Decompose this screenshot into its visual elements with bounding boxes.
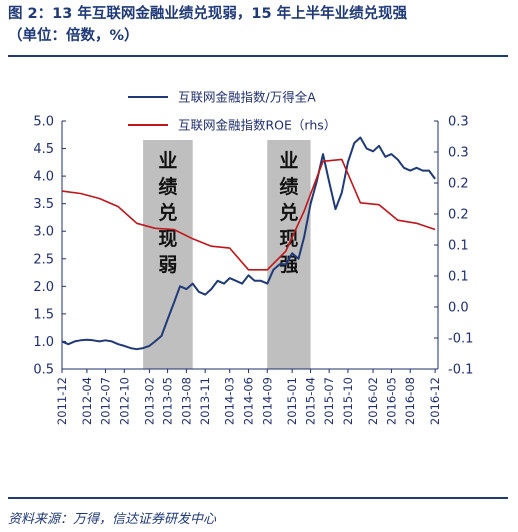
- shade-label-char: 现: [158, 228, 177, 250]
- x-tick-label: 2013-05: [161, 377, 175, 425]
- shade-label-char: 业: [158, 150, 177, 172]
- x-tick-label: 2012-10: [117, 377, 131, 425]
- y-tick-label-right: -0.1: [448, 363, 473, 378]
- y-tick-label-right: -0.1: [448, 332, 473, 347]
- legend-label-index-ratio: 互联网金融指数/万得全A: [178, 90, 316, 105]
- x-tick-label: 2015-04: [304, 377, 318, 425]
- shade-label-char: 绩: [279, 175, 298, 198]
- series-line-index-ratio: [61, 136, 436, 351]
- x-tick-label: 2013-11: [198, 377, 212, 425]
- top-divider: [8, 55, 508, 57]
- y-tick-label-left: 2.0: [33, 280, 54, 295]
- y-tick-label-right: 0.2: [448, 208, 469, 223]
- y-tick-label-left: 2.5: [33, 252, 54, 267]
- x-tick-label: 2015-07: [322, 377, 336, 425]
- y-tick-label-right: 0.0: [448, 301, 469, 316]
- y-tick-label-left: 3.0: [33, 225, 54, 240]
- shade-label-char: 兑: [279, 201, 298, 224]
- chart-canvas: 业绩兑现弱业绩兑现强0.51.01.52.02.53.03.54.04.55.0…: [33, 90, 473, 426]
- x-tick-label: 2013-02: [142, 377, 156, 425]
- y-tick-label-left: 4.5: [33, 142, 54, 157]
- x-tick-label: 2015-10: [341, 377, 355, 425]
- x-tick-label: 2016-12: [428, 377, 442, 425]
- series-line-roe: [61, 158, 436, 271]
- shade-label-char: 强: [279, 254, 298, 276]
- y-tick-label-left: 1.5: [33, 307, 54, 322]
- shade-region-1: [143, 140, 193, 369]
- y-tick-label-right: 0.1: [448, 270, 469, 285]
- shade-region-2: [267, 140, 311, 369]
- x-tick-label: 2014-03: [223, 377, 237, 425]
- y-tick-label-right: 0.3: [448, 146, 469, 161]
- shade-label-char: 业: [279, 150, 298, 172]
- x-tick-label: 2016-08: [403, 377, 417, 425]
- shade-label-char: 绩: [158, 175, 177, 198]
- y-tick-label-left: 1.0: [33, 335, 54, 350]
- chart-subtitle: （单位：倍数，%）: [8, 28, 139, 44]
- chart-title: 图 2：13 年互联网金融业绩兑现弱，15 年上半年业绩兑现强: [8, 6, 408, 22]
- x-tick-label: 2013-08: [179, 377, 193, 425]
- x-tick-label: 2012-07: [99, 377, 113, 425]
- x-tick-label: 2016-02: [366, 377, 380, 425]
- y-tick-label-left: 5.0: [33, 115, 54, 130]
- y-tick-label-left: 0.5: [33, 363, 54, 378]
- bottom-divider: [8, 497, 508, 499]
- x-tick-label: 2011-12: [55, 377, 69, 425]
- shade-label-char: 弱: [158, 254, 177, 276]
- x-tick-label: 2014-09: [260, 377, 274, 425]
- x-tick-label: 2012-04: [80, 377, 94, 425]
- shade-label-char: 兑: [158, 201, 177, 224]
- y-tick-label-left: 4.0: [33, 170, 54, 185]
- source-note: 资料来源：万得，信达证券研发中心: [8, 512, 217, 527]
- x-tick-label: 2015-01: [285, 377, 299, 425]
- y-tick-label-right: 0.3: [448, 115, 469, 130]
- legend-label-roe: 互联网金融指数ROE（rhs）: [178, 118, 336, 133]
- y-tick-label-right: 0.2: [448, 177, 469, 192]
- y-tick-label-left: 3.5: [33, 197, 54, 212]
- x-tick-label: 2014-06: [241, 377, 255, 425]
- x-tick-label: 2016-05: [384, 377, 398, 425]
- y-tick-label-right: 0.1: [448, 239, 469, 254]
